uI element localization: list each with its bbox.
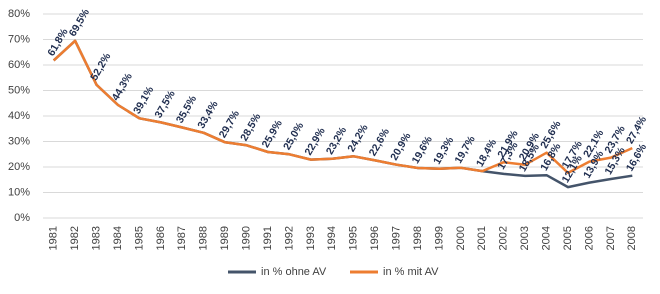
x-tick-label: 1987	[176, 226, 188, 250]
legend-label: in % mit AV	[383, 266, 439, 278]
data-label: 23,2%	[324, 124, 350, 156]
x-tick-label: 2000	[455, 226, 467, 250]
x-tick-label: 1995	[348, 226, 360, 250]
x-tick-label: 1998	[412, 226, 424, 250]
x-tick-label: 2007	[605, 226, 617, 250]
x-tick-label: 1996	[369, 226, 381, 250]
data-label: 39,1%	[131, 84, 157, 116]
x-tick-label: 1993	[305, 226, 317, 250]
data-label: 37,5%	[152, 88, 178, 120]
x-tick-label: 1981	[48, 226, 60, 250]
x-tick-label: 1983	[90, 226, 102, 250]
y-tick-label: 50%	[8, 84, 30, 96]
x-tick-label: 1990	[240, 226, 252, 250]
x-tick-label: 1982	[69, 226, 81, 250]
x-tick-label: 2006	[583, 226, 595, 250]
x-tick-label: 2001	[476, 226, 488, 250]
x-tick-label: 2008	[626, 226, 638, 250]
y-tick-label: 0%	[14, 212, 30, 224]
x-tick-label: 1988	[198, 226, 210, 250]
y-tick-label: 40%	[8, 110, 30, 122]
data-label: 25,0%	[281, 120, 307, 152]
data-label: 16,6%	[624, 141, 650, 173]
data-label: 19,3%	[431, 134, 457, 166]
x-tick-label: 1997	[390, 226, 402, 250]
data-label: 24,2%	[345, 122, 371, 154]
x-tick-label: 2002	[498, 226, 510, 250]
data-label: 22,6%	[367, 126, 393, 158]
y-tick-label: 30%	[8, 135, 30, 147]
x-tick-label: 2005	[562, 226, 574, 250]
data-label: 27,4%	[624, 114, 650, 146]
x-tick-label: 1989	[219, 226, 231, 250]
x-tick-label: 1991	[262, 226, 274, 250]
data-label: 35,5%	[174, 93, 200, 125]
data-label: 52,2%	[88, 50, 114, 82]
x-tick-label: 1986	[155, 226, 167, 250]
data-label: 69,5%	[67, 6, 93, 38]
y-tick-label: 80%	[8, 8, 30, 20]
x-tick-label: 1984	[112, 226, 124, 250]
x-tick-label: 1992	[283, 226, 295, 250]
series-line	[52, 39, 633, 175]
data-label: 44,3%	[110, 71, 136, 103]
legend-label: in % ohne AV	[261, 266, 327, 278]
y-tick-label: 70%	[8, 33, 30, 45]
y-tick-label: 10%	[8, 186, 30, 198]
data-label: 33,4%	[195, 98, 221, 130]
x-tick-label: 1999	[433, 226, 445, 250]
x-tick-label: 2004	[540, 226, 552, 250]
x-tick-label: 1985	[133, 226, 145, 250]
y-tick-label: 20%	[8, 161, 30, 173]
y-tick-label: 60%	[8, 59, 30, 71]
x-tick-label: 1994	[326, 226, 338, 250]
x-tick-label: 2003	[519, 226, 531, 250]
